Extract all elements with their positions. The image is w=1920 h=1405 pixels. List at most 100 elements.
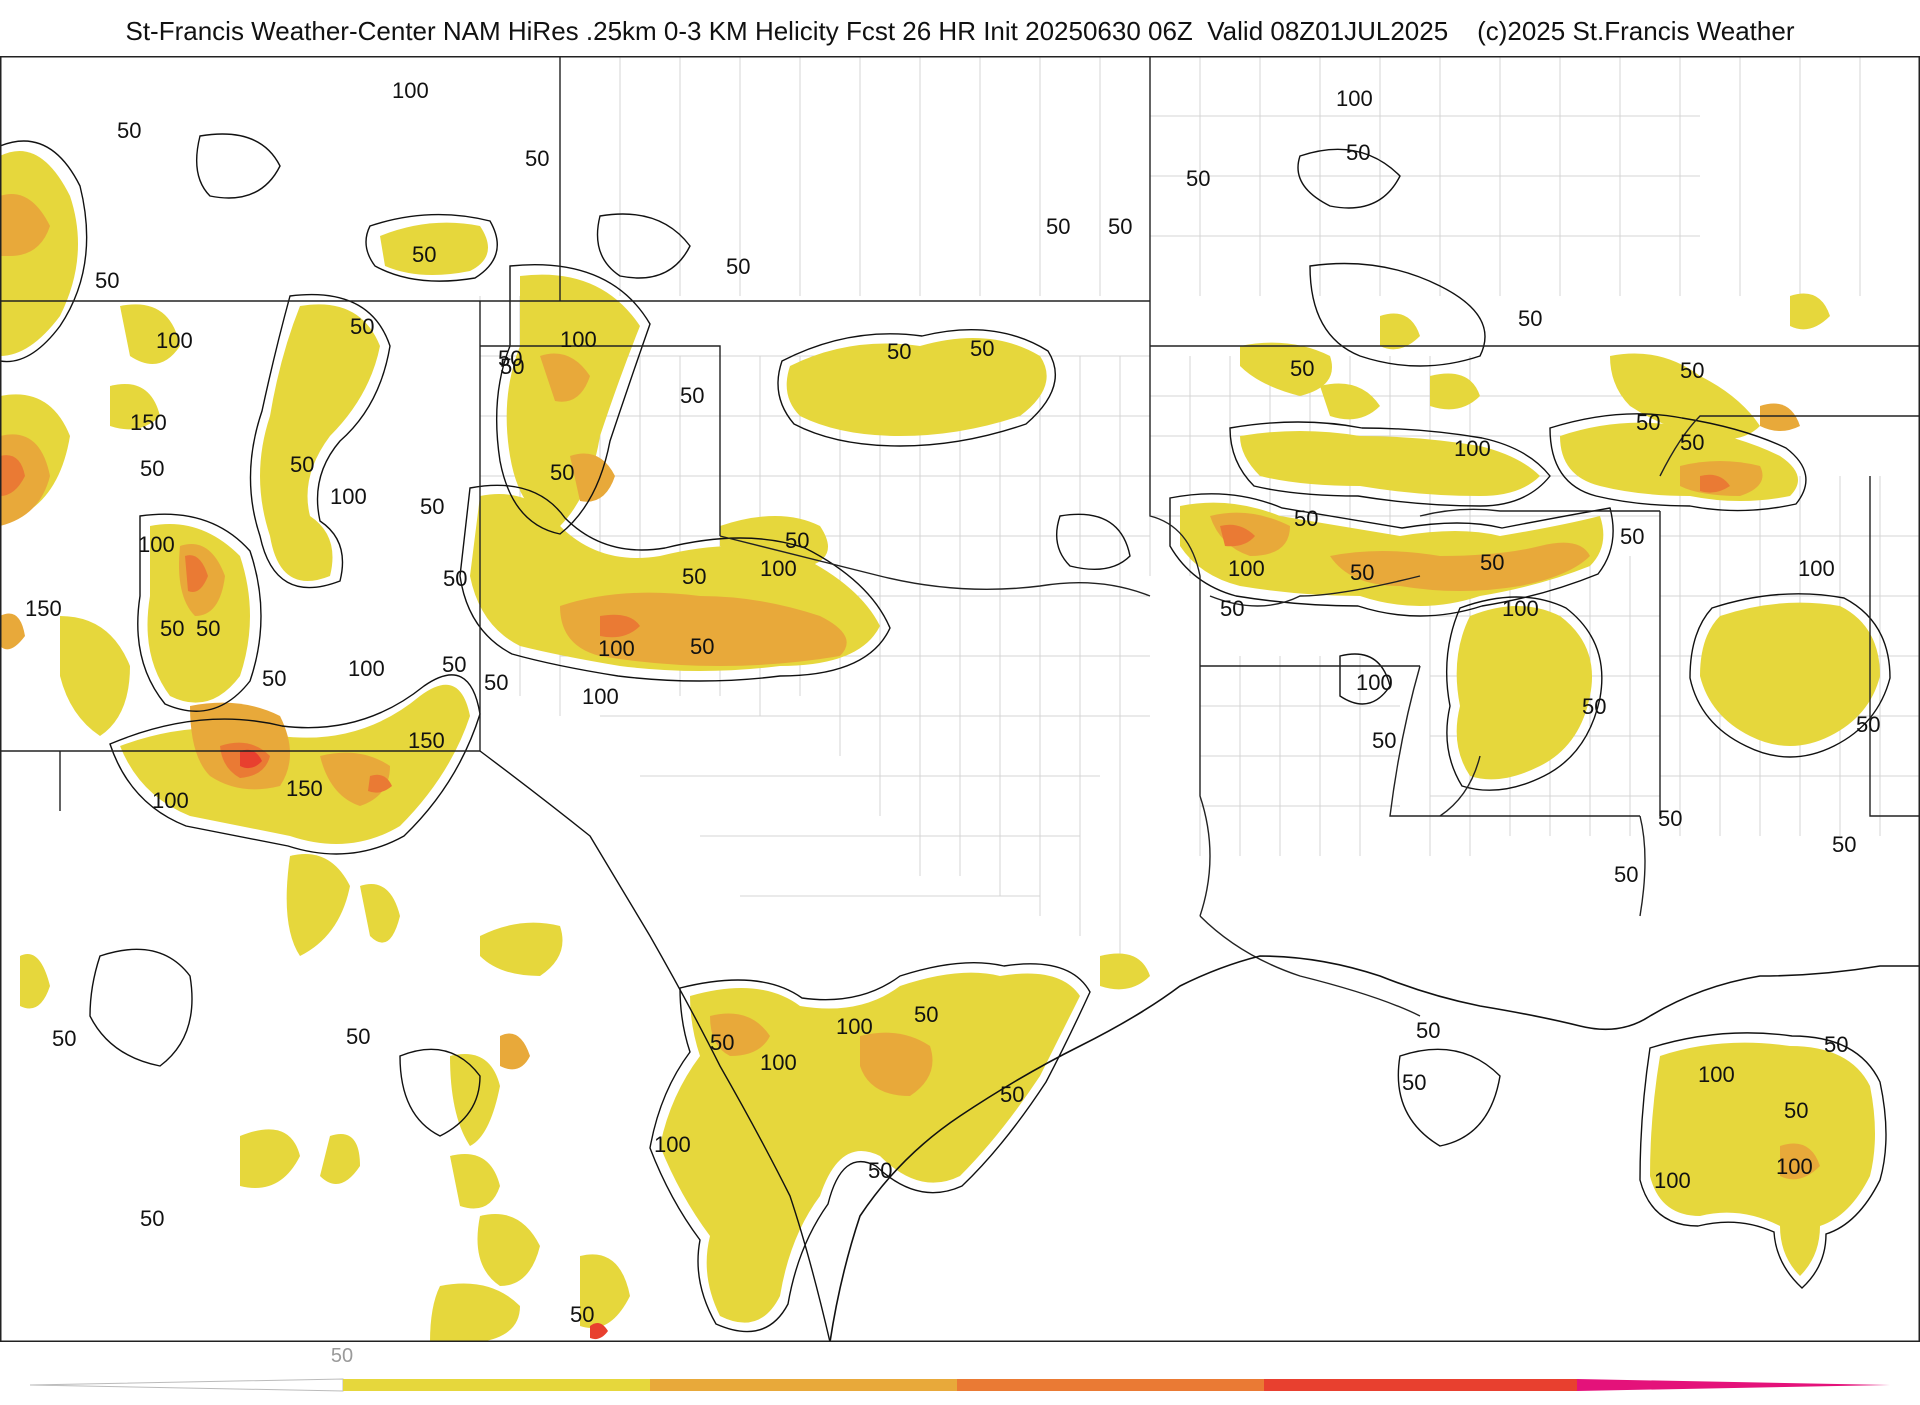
contour-label: 50 (160, 616, 184, 641)
contour-label: 150 (130, 410, 167, 435)
colorbar-tick-label: 50 (331, 1345, 353, 1367)
contour-label: 50 (914, 1002, 938, 1027)
contour-label: 50 (726, 254, 750, 279)
contour-label: 100 (1698, 1062, 1735, 1087)
contour-label: 100 (836, 1014, 873, 1039)
contour-label: 50 (442, 652, 466, 677)
contour-label: 50 (1350, 560, 1374, 585)
contour-label: 50 (1186, 166, 1210, 191)
contour-label: 50 (1680, 430, 1704, 455)
contour-label: 50 (1856, 712, 1880, 737)
contour-label: 100 (152, 788, 189, 813)
colorbar: 50 (0, 1342, 1920, 1400)
contour-label: 50 (1346, 140, 1370, 165)
contour-label: 50 (290, 452, 314, 477)
contour-label: 50 (1614, 862, 1638, 887)
contour-label: 50 (1220, 596, 1244, 621)
contour-label: 50 (196, 616, 220, 641)
contour-label: 50 (52, 1026, 76, 1051)
contour-label: 50 (1784, 1098, 1808, 1123)
contour-label: 50 (1294, 506, 1318, 531)
gulf-coastline (829, 955, 1920, 1342)
contour-label: 50 (1832, 832, 1856, 857)
contour-label: 50 (117, 118, 141, 143)
contour-label: 50 (1658, 806, 1682, 831)
contour-label: 50 (785, 528, 809, 553)
contour-label: 50 (1402, 1070, 1426, 1095)
colorbar-segment-100 (650, 1379, 957, 1391)
map-frame (0, 56, 1920, 1342)
contour-label: 50 (690, 634, 714, 659)
contour-label: 100 (330, 484, 367, 509)
contour-label: 50 (970, 336, 994, 361)
colorbar-segment-200 (1264, 1379, 1577, 1391)
contour-label: 100 (1776, 1154, 1813, 1179)
contour-label: 50 (95, 268, 119, 293)
colorbar-low-triangle (29, 1378, 344, 1392)
contour-label: 50 (1480, 550, 1504, 575)
contour-label: 50 (887, 339, 911, 364)
contour-label: 50 (420, 494, 444, 519)
contour-label: 50 (262, 666, 286, 691)
contour-labels: 100 50 50 50 50 50 100 50 150 50 100 50 … (25, 78, 1880, 1327)
contour-label: 100 (138, 532, 175, 557)
contour-label: 50 (500, 354, 524, 379)
contour-label: 100 (760, 556, 797, 581)
contour-label: 150 (286, 776, 323, 801)
contour-label: 50 (1518, 306, 1542, 331)
contour-label: 100 (1654, 1168, 1691, 1193)
colorbar-segment-150 (957, 1379, 1264, 1391)
contour-label: 100 (1356, 670, 1393, 695)
contour-label: 50 (140, 456, 164, 481)
contour-label: 100 (760, 1050, 797, 1075)
contour-label: 150 (408, 728, 445, 753)
colorbar-segment-50 (343, 1379, 650, 1391)
contour-label: 100 (1454, 436, 1491, 461)
contour-label: 50 (1290, 356, 1314, 381)
contour-label: 50 (1824, 1032, 1848, 1057)
contour-label: 100 (598, 636, 635, 661)
contour-label: 100 (560, 327, 597, 352)
contour-label: 100 (392, 78, 429, 103)
contour-label: 50 (1680, 358, 1704, 383)
contour-label: 50 (1620, 524, 1644, 549)
contour-label: 50 (868, 1158, 892, 1183)
helicity-200-shading (240, 749, 608, 1340)
colorbar-high-triangle (1577, 1379, 1890, 1391)
contour-label: 50 (1582, 694, 1606, 719)
contour-label: 100 (1502, 596, 1539, 621)
contour-label: 50 (710, 1030, 734, 1055)
contour-label: 50 (1416, 1018, 1440, 1043)
contour-label: 50 (1108, 214, 1132, 239)
helicity-100-shading (0, 194, 1820, 1180)
contour-label: 50 (680, 383, 704, 408)
helicity-contours (0, 133, 1891, 1333)
map-title: St-Francis Weather-Center NAM HiRes .25k… (125, 16, 1795, 46)
colorbar-svg: 50 (29, 1345, 1890, 1392)
contour-label: 100 (1798, 556, 1835, 581)
contour-label: 50 (498, 346, 522, 371)
contour-label: 50 (412, 242, 436, 267)
contour-label: 100 (1336, 86, 1373, 111)
contour-label: 100 (582, 684, 619, 709)
contour-label: 50 (346, 1024, 370, 1049)
contour-label: 50 (140, 1206, 164, 1231)
contour-label: 100 (654, 1132, 691, 1157)
mexico-border (479, 750, 831, 1342)
contour-label: 100 (348, 656, 385, 681)
contour-label: 50 (550, 460, 574, 485)
contour-label: 50 (570, 1302, 594, 1327)
contour-label: 50 (1636, 410, 1660, 435)
contour-label: 50 (682, 564, 706, 589)
contour-label: 50 (484, 670, 508, 695)
contour-label: 50 (1000, 1082, 1024, 1107)
contour-label: 100 (156, 328, 193, 353)
contour-label: 50 (525, 146, 549, 171)
contour-label: 150 (25, 596, 62, 621)
contour-label: 50 (1046, 214, 1070, 239)
contour-label: 50 (443, 566, 467, 591)
helicity-map-svg: 100 50 50 50 50 50 100 50 150 50 100 50 … (0, 56, 1920, 1342)
contour-label: 50 (350, 314, 374, 339)
contour-label: 100 (1228, 556, 1265, 581)
helicity-map: 100 50 50 50 50 50 100 50 150 50 100 50 … (0, 56, 1920, 1342)
